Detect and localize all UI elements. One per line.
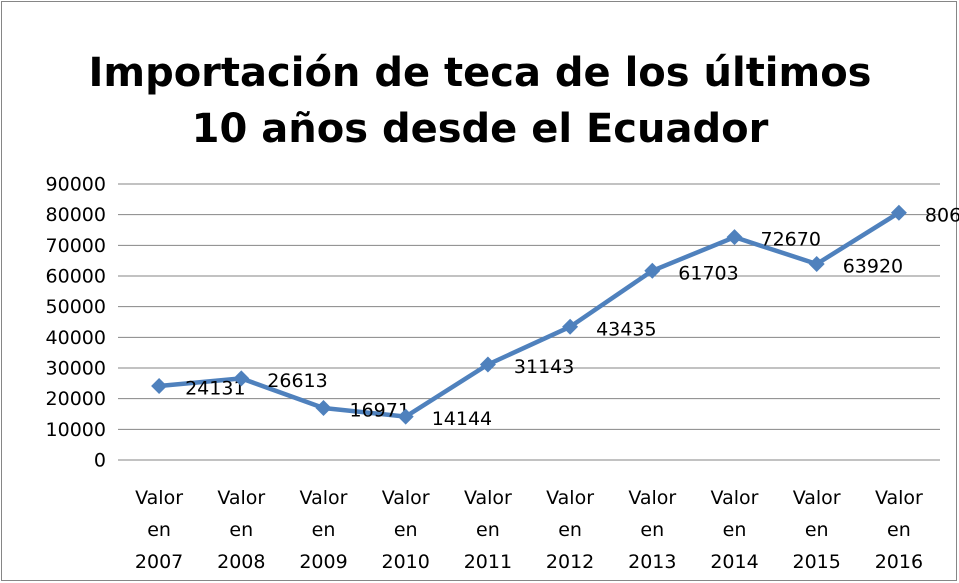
x-tick-label: Valor en 2007 xyxy=(134,487,184,573)
marker xyxy=(233,370,250,387)
data-label: 26613 xyxy=(267,370,327,392)
y-tick-label: 80000 xyxy=(46,204,106,226)
data-label: 72670 xyxy=(761,229,821,251)
marker xyxy=(808,255,825,272)
data-label: 61703 xyxy=(678,262,738,284)
y-tick-label: 20000 xyxy=(46,388,106,410)
marker xyxy=(726,229,743,246)
x-tick-label: Valor en 2013 xyxy=(628,487,677,573)
x-tick-label: Valor en 2015 xyxy=(792,487,841,573)
x-tick-label: Valor en 2009 xyxy=(299,487,348,573)
y-tick-label: 40000 xyxy=(46,327,106,349)
y-tick-label: 30000 xyxy=(46,358,106,380)
data-label: 63920 xyxy=(843,255,903,277)
marker xyxy=(151,377,168,394)
y-tick-label: 90000 xyxy=(46,174,106,196)
line xyxy=(158,210,901,419)
data-label: 16971 xyxy=(350,399,410,421)
marker xyxy=(397,408,414,425)
marker xyxy=(644,262,661,279)
data-label: 14144 xyxy=(432,408,492,430)
y-tick-label: 70000 xyxy=(46,235,106,257)
marker xyxy=(315,399,332,416)
x-tick-label: Valor en 2012 xyxy=(545,487,595,573)
chart-title: Importación de teca de los últimos 10 añ… xyxy=(88,50,872,152)
y-tick-label: 60000 xyxy=(46,266,106,288)
y-tick-label: 50000 xyxy=(46,296,106,318)
data-label: 24131 xyxy=(185,377,245,399)
x-tick-label: Valor en 2011 xyxy=(463,487,513,573)
marker xyxy=(890,204,907,221)
y-tick-label: 0 xyxy=(94,450,106,472)
marker xyxy=(562,318,579,335)
x-tick-label: Valor en 2010 xyxy=(381,487,430,573)
data-label: 31143 xyxy=(514,356,574,378)
x-tick-label: Valor en 2016 xyxy=(874,487,924,573)
data-label: 43435 xyxy=(596,318,656,340)
data-label: 80621 xyxy=(925,204,959,226)
y-tick-label: 10000 xyxy=(46,419,106,441)
marker xyxy=(479,356,496,373)
x-tick-label: Valor en 2014 xyxy=(710,487,759,573)
x-tick-label: Valor en 2008 xyxy=(217,487,266,573)
